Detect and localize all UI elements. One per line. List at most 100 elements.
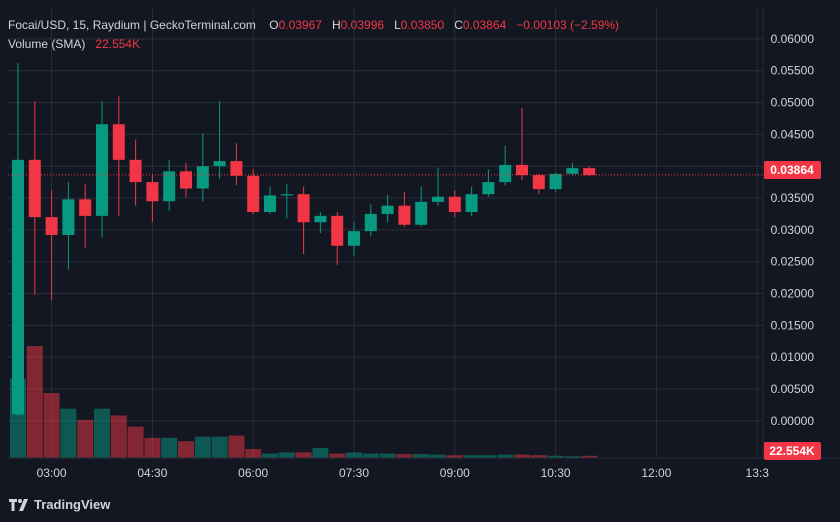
volume-bar	[362, 453, 379, 458]
volume-bar	[26, 346, 43, 458]
candle	[499, 145, 512, 186]
candle	[482, 169, 495, 197]
volume-bar	[77, 419, 94, 458]
y-tick-label: 0.01000	[771, 350, 815, 364]
candle-body	[532, 175, 545, 190]
candle	[129, 139, 142, 206]
grid-lines	[8, 8, 763, 458]
volume-bar	[60, 408, 77, 458]
x-tick-label: 04:30	[137, 466, 167, 480]
x-tick-label: 03:00	[37, 466, 67, 480]
candle-body	[348, 231, 360, 246]
candle-body	[146, 182, 159, 202]
candle	[331, 212, 344, 265]
volume-bar	[312, 447, 329, 458]
volume-bar	[530, 455, 547, 458]
candle	[516, 107, 528, 181]
price-badge-label: 0.03864	[770, 163, 814, 177]
volume-bar	[480, 455, 497, 458]
low-value: 0.03850	[400, 18, 445, 32]
low-label: L	[394, 18, 401, 32]
candle	[297, 186, 310, 255]
tradingview-brand[interactable]: TradingView	[9, 497, 110, 512]
candle	[583, 166, 596, 176]
volume-bar	[379, 453, 396, 458]
volume-bar	[211, 436, 228, 458]
candle	[112, 96, 125, 216]
candle-body	[364, 213, 377, 232]
y-tick-label: 0.02000	[771, 287, 815, 301]
candle-body	[129, 159, 142, 183]
open-value: 0.03967	[278, 18, 322, 32]
candle-body	[264, 195, 276, 213]
x-tick-label: 07:30	[339, 466, 369, 480]
candle-body	[247, 175, 260, 213]
candle	[213, 101, 226, 179]
candle	[364, 204, 377, 237]
volume-bar	[278, 452, 295, 458]
volume-bar	[329, 453, 346, 458]
close-label: C	[454, 18, 463, 32]
candle-body	[432, 196, 444, 202]
y-tick-label: 0.05500	[771, 64, 815, 78]
x-tick-label: 06:00	[238, 466, 268, 480]
volume-bar	[161, 437, 178, 458]
candle	[549, 172, 562, 192]
volume-bar	[228, 435, 245, 458]
volume-bar	[463, 455, 480, 458]
candle-body	[280, 194, 293, 196]
candle-body	[566, 168, 579, 174]
candle	[180, 163, 192, 197]
candle	[146, 173, 159, 223]
volume-bar	[127, 426, 144, 458]
y-tick-label: 0.00000	[771, 414, 815, 428]
candle	[280, 184, 293, 219]
candle	[28, 101, 41, 295]
candle-body	[213, 161, 226, 167]
candle	[348, 222, 360, 256]
y-tick-label: 0.01500	[771, 318, 815, 332]
ohlc-row: Focai/USD, 15, Raydium | GeckoTerminal.c…	[8, 16, 619, 35]
volume-value: 22.554K	[95, 37, 141, 51]
candle-body	[196, 166, 209, 189]
candle	[247, 169, 260, 214]
candle-body	[96, 124, 108, 216]
y-tick-label: 0.03500	[771, 191, 815, 205]
y-tick-label: 0.06000	[771, 32, 815, 46]
volume-bar	[514, 454, 530, 458]
candle	[45, 190, 58, 300]
candle-body	[12, 159, 24, 415]
volume-label: Volume (SMA)	[8, 37, 86, 51]
chart-legend: Focai/USD, 15, Raydium | GeckoTerminal.c…	[8, 16, 619, 54]
candle	[163, 159, 176, 211]
candle	[398, 191, 411, 227]
candles	[12, 63, 596, 416]
candle	[415, 186, 428, 227]
volume-badge-label: 22.554K	[769, 444, 815, 458]
y-tick-label: 0.05000	[771, 96, 815, 110]
x-tick-label: 10:30	[541, 466, 571, 480]
volume-bar	[262, 453, 278, 458]
candle-body	[297, 194, 310, 223]
candle-body	[79, 199, 92, 216]
time-axis[interactable]: 03:00 04:30 06:00 07:30 09:00 10:30 12:00 13:3	[37, 466, 770, 480]
volume-bar	[413, 454, 430, 458]
candle	[79, 184, 92, 248]
y-tick-label: 0.02500	[771, 255, 815, 269]
volume-bar	[245, 449, 262, 458]
volume-row: Volume (SMA) 22.554K	[8, 35, 619, 54]
y-tick-label: 0.03000	[771, 223, 815, 237]
volume-bar	[194, 436, 211, 458]
candle	[566, 163, 579, 176]
high-label: H	[332, 18, 341, 32]
candle	[196, 133, 209, 202]
volume-bar	[295, 452, 312, 458]
candle	[12, 63, 24, 416]
candle-body	[499, 164, 512, 183]
candle-body	[415, 201, 428, 225]
candle-body	[398, 205, 411, 225]
volume-bar	[178, 441, 194, 458]
candle-body	[331, 215, 344, 246]
volume-bar	[547, 455, 564, 458]
